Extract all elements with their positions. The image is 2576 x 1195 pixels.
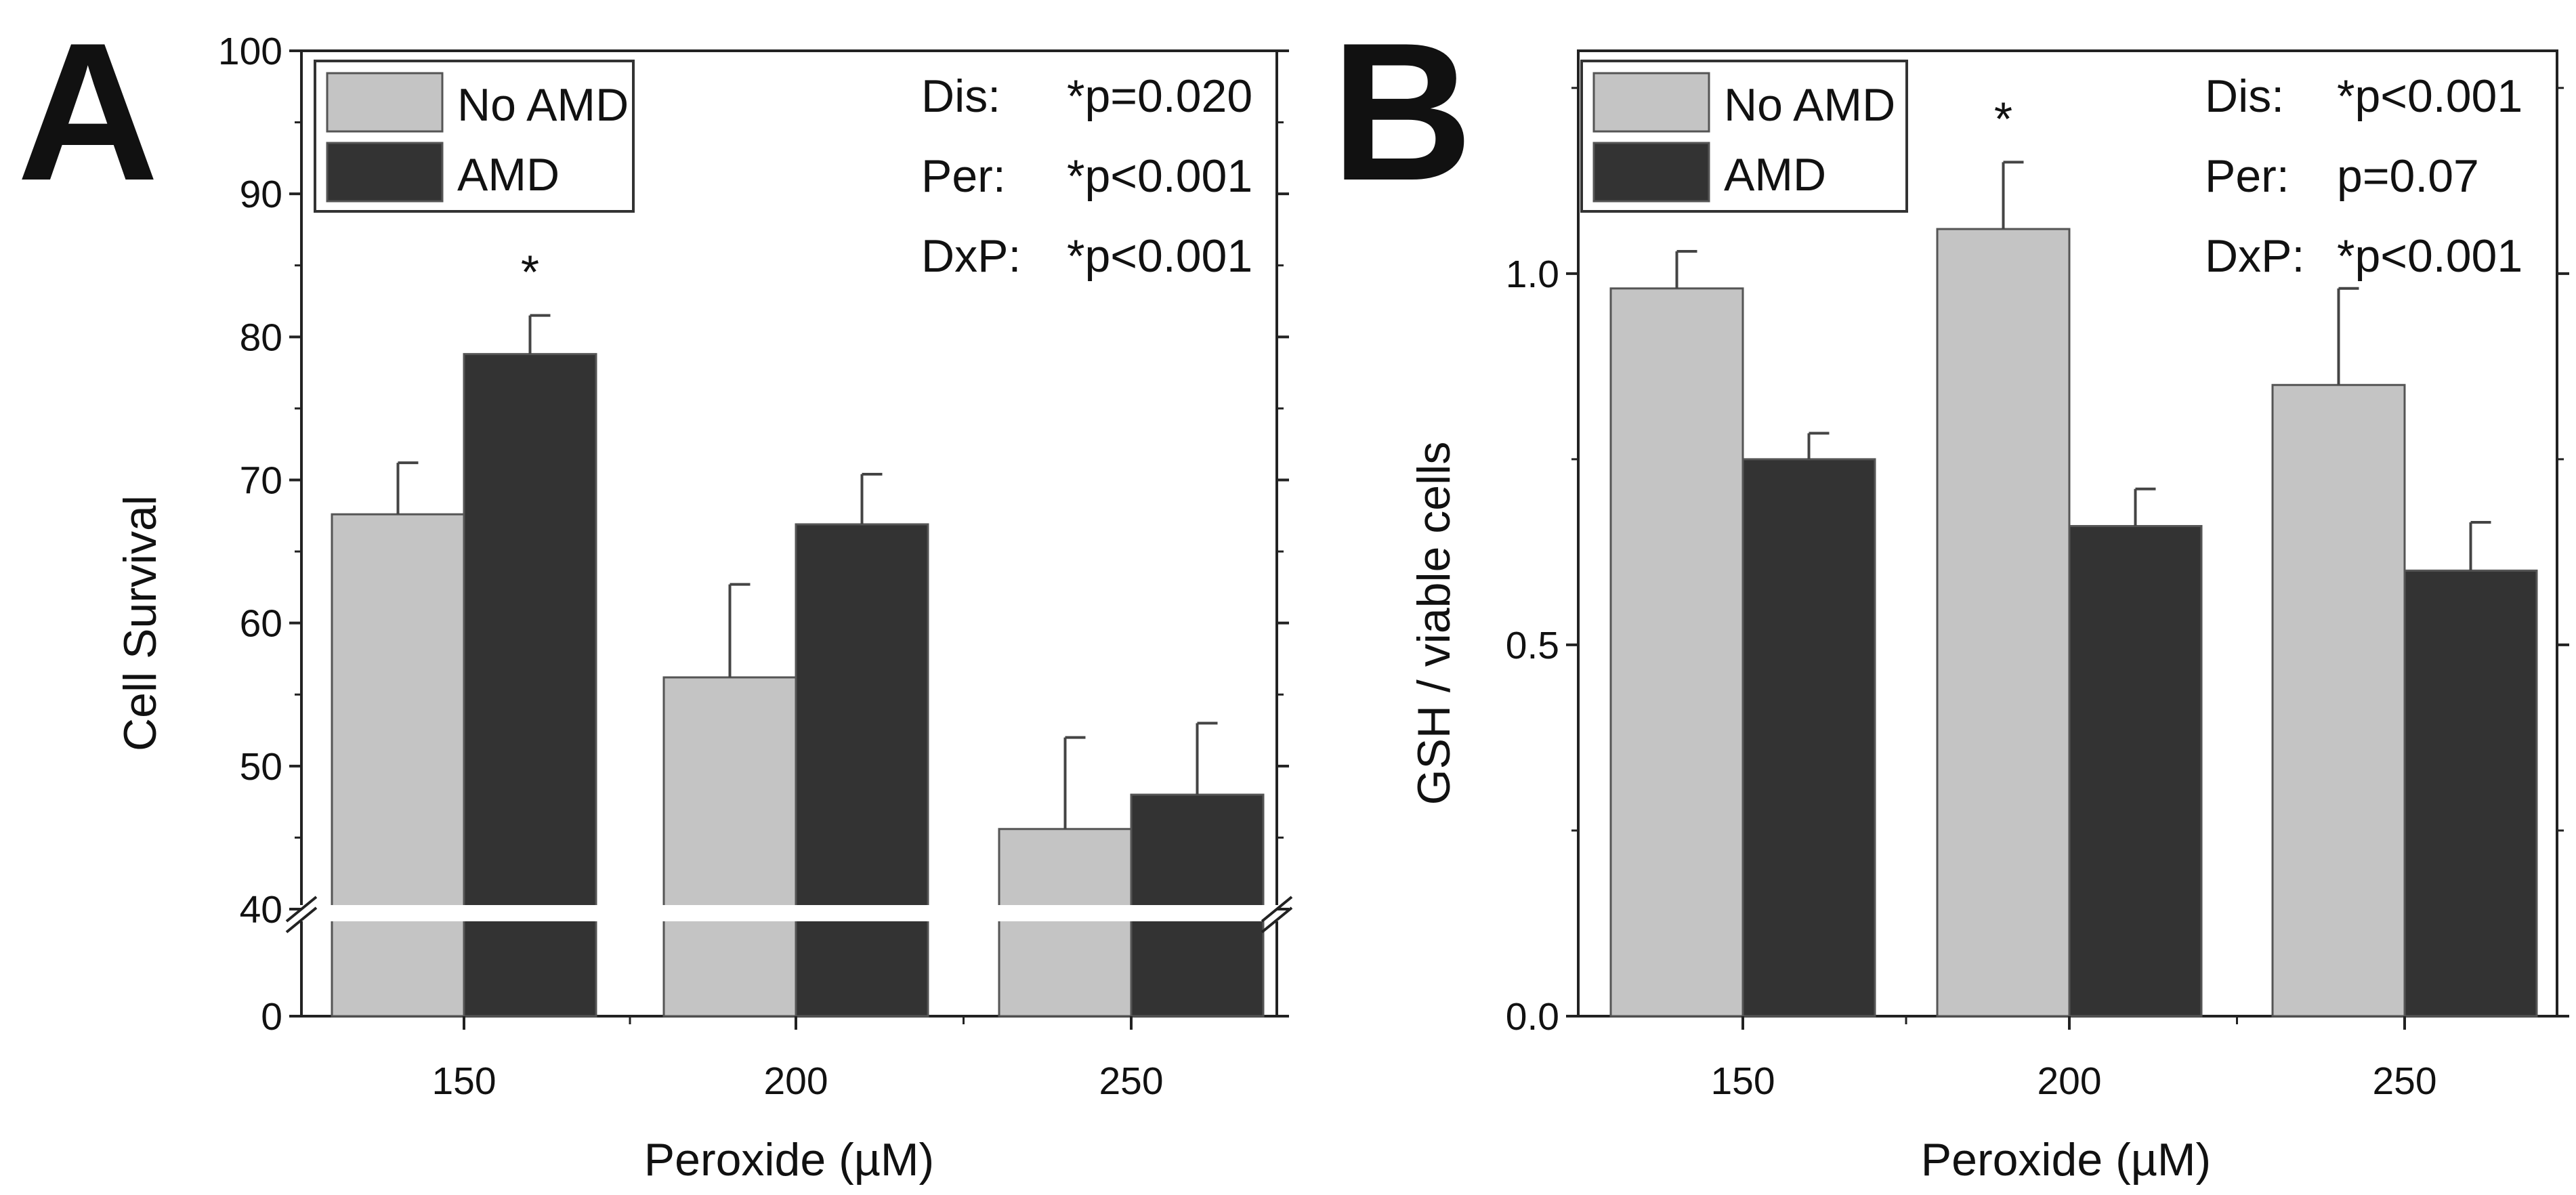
y-tick-label: 0.0 xyxy=(1506,995,1559,1039)
y-tick-label: 50 xyxy=(240,745,282,789)
legend-swatch-no-amd xyxy=(326,72,444,133)
stats-term: Per: xyxy=(2205,150,2289,202)
legend-label-amd: AMD xyxy=(1724,149,1826,201)
legend-swatch-amd xyxy=(1592,142,1710,203)
y-tick-label: 100 xyxy=(218,30,282,73)
bar-amd-250 xyxy=(2403,569,2538,1018)
x-tick-label: 250 xyxy=(1099,1060,1163,1103)
stats-value: *p<0.001 xyxy=(2337,70,2522,122)
x-tick-label: 250 xyxy=(2372,1060,2436,1103)
stats-value: *p<0.001 xyxy=(1067,230,1252,282)
y-tick-label: 60 xyxy=(240,602,282,646)
x-tick-label: 200 xyxy=(763,1060,828,1103)
stats-term: DxP: xyxy=(921,230,1021,282)
bar-no-amd-250 xyxy=(2271,383,2406,1018)
bar-amd-200 xyxy=(795,523,929,1018)
y-tick-label: 90 xyxy=(240,173,282,216)
bar-no-amd-150 xyxy=(1609,287,1744,1018)
axis-break-gap xyxy=(281,905,1297,921)
x-tick-label: 150 xyxy=(1710,1060,1775,1103)
legend-label-amd: AMD xyxy=(457,149,559,201)
legend-swatch-amd xyxy=(326,142,444,203)
legend-label-no-amd: No AMD xyxy=(457,79,629,131)
bar-no-amd-200 xyxy=(662,676,797,1018)
stats-term: Dis: xyxy=(2205,70,2284,122)
bar-no-amd-250 xyxy=(998,828,1133,1018)
significance-star: * xyxy=(1994,92,2012,145)
y-tick-label: 0.5 xyxy=(1506,624,1559,667)
x-tick-label: 200 xyxy=(2037,1060,2101,1103)
y-tick-label: 80 xyxy=(240,316,282,359)
stats-term: Per: xyxy=(921,150,1006,202)
panel-letter: A xyxy=(17,2,159,222)
legend-label-no-amd: No AMD xyxy=(1724,79,1895,131)
bar-no-amd-150 xyxy=(331,513,465,1018)
y-tick-label: 70 xyxy=(240,459,282,503)
stats-term: Dis: xyxy=(921,70,1000,122)
stats-value: *p<0.001 xyxy=(2337,230,2522,282)
bar-amd-200 xyxy=(2068,525,2203,1018)
panel-a-chart: * 0 40 50 60 70 80 90 100 150 200 250 Peroxide (µM) C… xyxy=(17,2,1297,1186)
y-axis-title: GSH / viable cells xyxy=(1408,442,1460,805)
y-tick-label: 0 xyxy=(261,995,282,1039)
x-axis-title: Peroxide (µM) xyxy=(1921,1134,2211,1186)
axis-break-mark xyxy=(1261,906,1293,934)
legend-swatch-no-amd xyxy=(1592,72,1710,133)
y-tick-label: 1.0 xyxy=(1506,253,1559,296)
significance-star: * xyxy=(521,246,539,299)
x-tick-label: 150 xyxy=(431,1060,496,1103)
stats-value: p=0.07 xyxy=(2337,150,2479,202)
bar-no-amd-200 xyxy=(1936,228,2071,1018)
stats-value: *p<0.001 xyxy=(1067,150,1252,202)
x-axis-title: Peroxide (µM) xyxy=(644,1134,934,1186)
axis-break-mark xyxy=(285,906,318,934)
y-tick-label: 40 xyxy=(240,888,282,931)
bar-amd-150 xyxy=(1741,458,1876,1018)
stats-value: *p=0.020 xyxy=(1067,70,1252,122)
stats-term: DxP: xyxy=(2205,230,2304,282)
y-axis-title: Cell Survival xyxy=(114,495,166,751)
panel-letter: B xyxy=(1331,2,1473,222)
